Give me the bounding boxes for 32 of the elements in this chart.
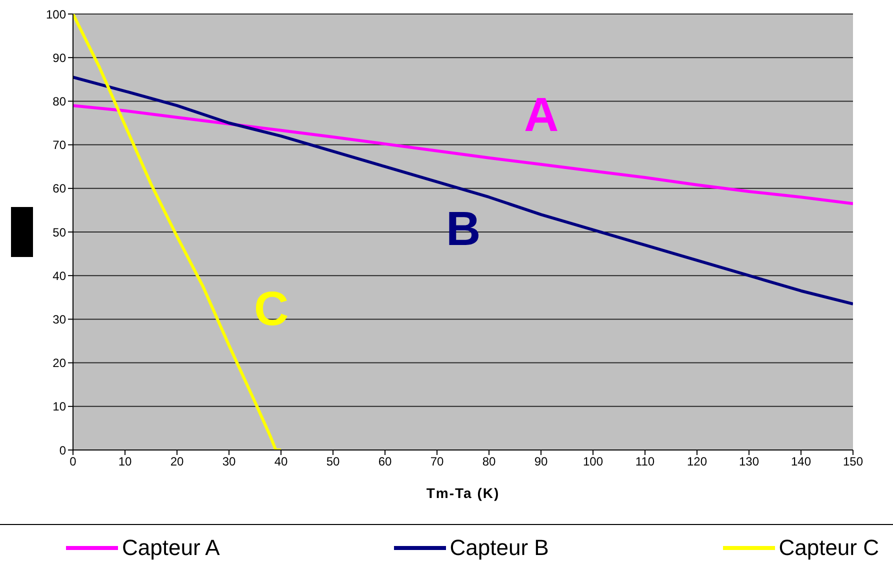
y-tick-label: 100 [46, 7, 66, 22]
annotation: A [524, 88, 559, 144]
y-tick-label: 40 [52, 268, 66, 283]
x-tick-label: 60 [378, 454, 392, 469]
x-tick-label: 20 [170, 454, 184, 469]
x-tick-label: 120 [686, 454, 708, 469]
x-tick-label: 140 [790, 454, 812, 469]
y-tick-label: 20 [52, 356, 66, 370]
x-tick-label: 110 [635, 454, 655, 469]
y-tick-label: 60 [52, 182, 66, 196]
x-tick-label: 50 [326, 454, 340, 469]
x-tick-label: 70 [430, 454, 444, 469]
x-tick-label: 90 [534, 454, 548, 469]
legend-label: Capteur B [450, 535, 549, 561]
y-tick-label: 10 [52, 400, 66, 414]
x-tick-label: 80 [482, 454, 496, 469]
y-tick-label: 0 [59, 443, 66, 458]
y-tick-label: 50 [52, 225, 66, 240]
x-tick-label: 150 [842, 454, 864, 469]
x-tick-label: 10 [118, 454, 132, 469]
x-tick-label: 0 [70, 454, 77, 469]
y-tick-label: 30 [52, 312, 66, 326]
y-tick-label: 70 [52, 138, 66, 152]
x-tick-label: 130 [738, 454, 760, 469]
x-tick-label: 40 [274, 454, 288, 469]
x-tick-label: 30 [222, 454, 236, 469]
legend-label: Capteur A [122, 535, 220, 561]
y-tick-label: 80 [52, 94, 66, 108]
x-tick-label: 100 [582, 454, 604, 469]
y-tick-label: 90 [52, 50, 66, 65]
x-axis-title: Tm-Ta (K) [426, 485, 500, 501]
legend-label: Capteur C [778, 535, 879, 561]
